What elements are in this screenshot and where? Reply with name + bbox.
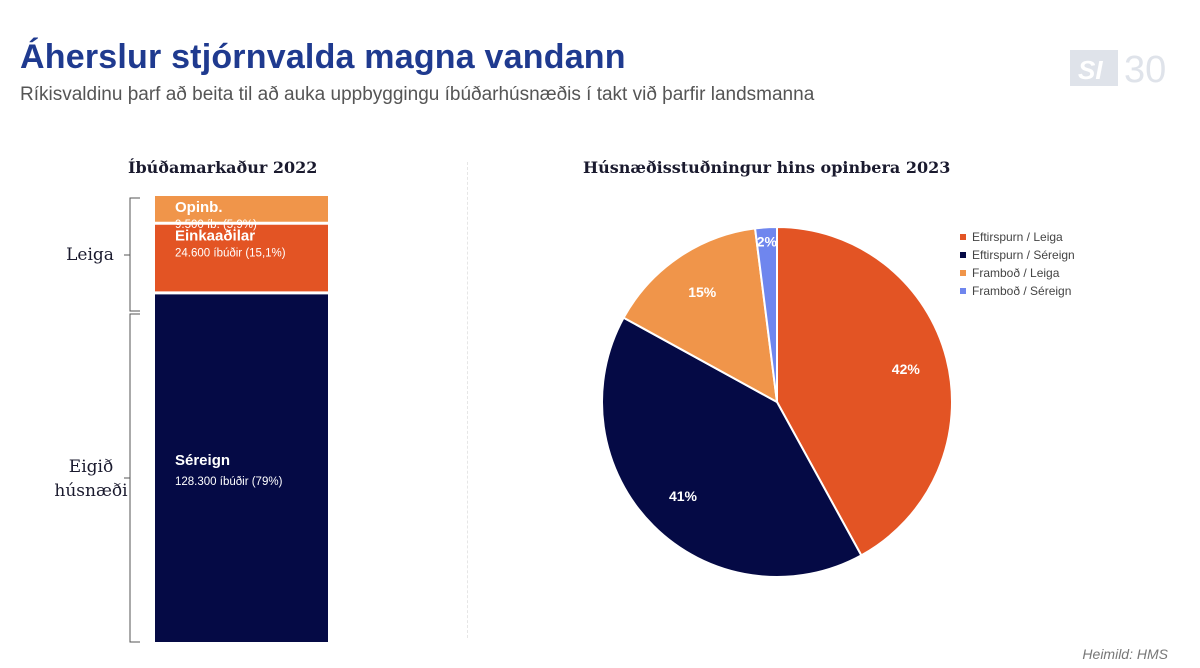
- legend-item-frambod-leiga: Framboð / Leiga: [960, 264, 1075, 282]
- pie-slice-label: 15%: [688, 284, 717, 300]
- bracket-label-eigid-line2: húsnæði: [54, 481, 128, 501]
- bar-segment-label: 24.600 íbúðir (15,1%): [175, 248, 286, 260]
- bar-segment-name: Séreign: [175, 452, 230, 469]
- logo-number: 30: [1124, 49, 1166, 90]
- bar-segment-s-reign: [155, 294, 328, 642]
- bar-segment-label: 9.500 íb. (5,9%): [175, 219, 257, 231]
- pie-slice-eftirspurn-se-reign: [600, 316, 863, 579]
- legend-swatch: [960, 288, 966, 294]
- legend-label: Framboð / Séreign: [972, 284, 1072, 298]
- page-subtitle: Ríkisvaldinu þarf að beita til að auka u…: [20, 84, 815, 105]
- section-divider: [467, 162, 468, 638]
- legend-swatch: [960, 270, 966, 276]
- right-chart-title: Húsnæðisstuðningur hins opinbera 2023: [583, 158, 951, 177]
- legend-label: Eftirspurn / Leiga: [972, 230, 1063, 244]
- bracket-label-eigid-husnaedi: Eigið húsnæði: [36, 455, 146, 503]
- pie-slice-label: 2%: [757, 233, 778, 249]
- pie-slice-label: 41%: [669, 488, 698, 504]
- legend-item-frambod-sereign: Framboð / Séreign: [960, 282, 1075, 300]
- source-note: Heimild: HMS: [1082, 646, 1168, 662]
- legend-swatch: [960, 252, 966, 258]
- bar-segment-name: Einkaaðilar: [175, 228, 255, 245]
- legend-swatch: [960, 234, 966, 240]
- bar-segment-name: Opinb.: [175, 199, 223, 216]
- bracket-label-eigid-line1: Eigið: [68, 457, 114, 477]
- left-chart-title: Íbúðamarkaður 2022: [128, 158, 318, 177]
- bar-segment-opinb-: [155, 196, 328, 222]
- pie-legend: Eftirspurn / Leiga Eftirspurn / Séreign …: [960, 228, 1075, 300]
- svg-text:SI: SI: [1078, 55, 1103, 85]
- legend-label: Framboð / Leiga: [972, 266, 1060, 280]
- legend-item-eftirspurn-leiga: Eftirspurn / Leiga: [960, 228, 1075, 246]
- pie-slice-eftirspurn-leiga: [776, 225, 954, 557]
- bar-segment-einkaa-ilar: [155, 224, 328, 292]
- pie-slice-frambo-se-reign: [753, 225, 778, 403]
- pie-slice-frambo-leiga: [622, 227, 779, 404]
- legend-item-eftirspurn-sereign: Eftirspurn / Séreign: [960, 246, 1075, 264]
- si-30-logo: SI 30: [1070, 49, 1166, 90]
- bracket-label-leiga: Leiga: [66, 245, 114, 265]
- legend-label: Eftirspurn / Séreign: [972, 248, 1075, 262]
- page-title: Áherslur stjórnvalda magna vandann: [20, 38, 626, 76]
- pie-slice-label: 42%: [892, 361, 921, 377]
- si-logo-mark: SI: [1070, 50, 1118, 86]
- bar-segment-label: 128.300 íbúðir (79%): [175, 476, 283, 488]
- left-bracket-lines: [124, 197, 140, 643]
